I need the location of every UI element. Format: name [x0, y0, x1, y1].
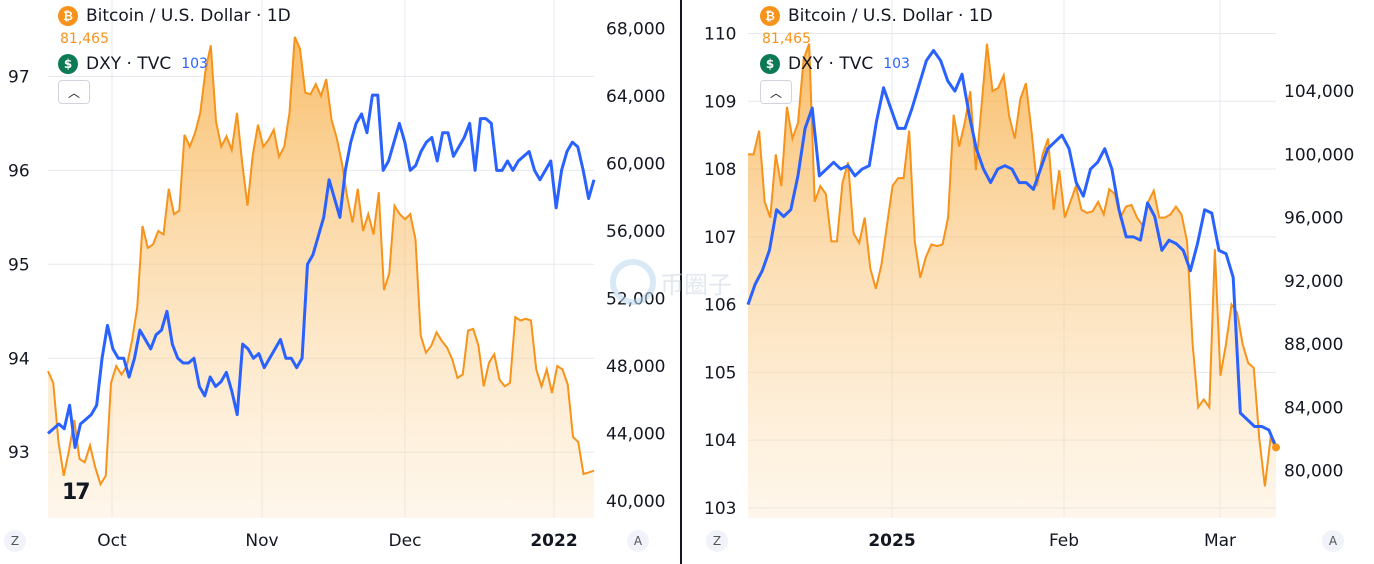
date-axis-tick: Feb	[1049, 531, 1079, 551]
dxy-axis-tick: 105	[704, 363, 736, 383]
tradingview-logo[interactable]: 17	[62, 480, 91, 505]
date-axis-tick: Mar	[1204, 531, 1236, 551]
btc-current-value-right: 81,465	[762, 31, 811, 47]
btc-axis-tick: 48,000	[606, 357, 665, 377]
btc-axis-tick: 96,000	[1284, 209, 1343, 229]
btc-area-fill	[48, 36, 594, 519]
btc-area-fill	[748, 43, 1276, 518]
left-legend: ₿ Bitcoin / U.S. Dollar · 1D 81,465 $ DX…	[58, 4, 291, 104]
btc-legend-label: Bitcoin / U.S. Dollar · 1D	[86, 6, 291, 26]
btc-price-line	[47, 36, 595, 487]
dxy-legend-label: DXY · TVC	[86, 54, 172, 74]
btc-legend-row-right[interactable]: ₿ Bitcoin / U.S. Dollar · 1D	[760, 4, 993, 28]
left-z-corner-button[interactable]: Z	[4, 530, 26, 552]
dxy-axis-tick: 109	[704, 92, 736, 112]
left-a-corner-button[interactable]: A	[627, 530, 649, 552]
right-z-corner-button[interactable]: Z	[706, 530, 728, 552]
dxy-current-value-right: 103	[883, 56, 910, 72]
dxy-axis-tick: 93	[8, 443, 30, 463]
dxy-axis-tick: 95	[8, 255, 30, 275]
watermark-logo-icon	[610, 259, 656, 305]
date-axis-tick: Nov	[245, 531, 278, 551]
btc-axis-tick: 104,000	[1284, 82, 1354, 102]
dxy-axis-tick: 107	[704, 228, 736, 248]
date-axis-tick: Oct	[97, 531, 127, 551]
dxy-axis-tick: 104	[704, 431, 736, 451]
chevron-up-icon: ︿	[67, 85, 80, 100]
dxy-axis-tick: 110	[704, 25, 736, 45]
dxy-legend-label-right: DXY · TVC	[788, 54, 874, 74]
chevron-up-icon: ︿	[769, 85, 782, 100]
btc-axis-tick: 64,000	[606, 87, 665, 107]
watermark-text: 币圈子	[660, 270, 732, 299]
left-chart-svg: 939495969740,00044,00048,00052,00056,000…	[8, 0, 665, 551]
btc-axis-tick: 40,000	[606, 492, 665, 512]
btc-axis-tick: 88,000	[1284, 335, 1343, 355]
right-legend: ₿ Bitcoin / U.S. Dollar · 1D 81,465 $ DX…	[760, 4, 993, 104]
dxy-line	[47, 93, 596, 450]
right-chart-panel: 103 104 105 106 107 108 109 110 80,000 84,000 88,0…	[684, 0, 1374, 564]
watermark: 币圈子	[610, 252, 770, 312]
btc-legend-row[interactable]: ₿ Bitcoin / U.S. Dollar · 1D	[58, 4, 291, 28]
btc-last-point	[1272, 443, 1280, 452]
btc-axis-tick: 80,000	[1284, 462, 1343, 482]
dxy-axis-tick: 106	[704, 296, 736, 316]
dxy-axis-tick: 108	[704, 160, 736, 180]
btc-axis-tick: 44,000	[606, 425, 665, 445]
btc-current-value: 81,465	[60, 31, 109, 47]
date-axis-tick: 2022	[530, 531, 577, 551]
btc-axis-tick: 92,000	[1284, 272, 1343, 292]
btc-axis-tick: 100,000	[1284, 145, 1354, 165]
bitcoin-icon: ₿	[760, 6, 780, 26]
bitcoin-icon: ₿	[58, 6, 78, 26]
collapse-legend-button-right[interactable]: ︿	[760, 80, 792, 104]
dxy-current-value: 103	[181, 56, 208, 72]
btc-axis-tick: 60,000	[606, 154, 665, 174]
dollar-icon: $	[58, 54, 78, 74]
date-axis-tick: Dec	[389, 531, 422, 551]
dollar-icon: $	[760, 54, 780, 74]
collapse-legend-button[interactable]: ︿	[58, 80, 90, 104]
right-a-corner-button[interactable]: A	[1322, 530, 1344, 552]
date-axis-tick: 2025	[868, 531, 915, 551]
btc-price-line	[748, 43, 1277, 487]
right-chart-svg: 103 104 105 106 107 108 109 110 80,000 84,000 88,0…	[704, 0, 1354, 551]
dxy-axis-tick: 103	[704, 499, 736, 519]
dxy-legend-row[interactable]: $ DXY · TVC 103	[58, 52, 291, 76]
dxy-axis-tick: 97	[8, 67, 30, 87]
dxy-line	[746, 48, 1278, 448]
dxy-axis-tick: 94	[8, 349, 30, 369]
btc-axis-tick: 68,000	[606, 19, 665, 39]
dxy-axis-tick: 96	[8, 161, 30, 181]
btc-axis-tick: 84,000	[1284, 398, 1343, 418]
btc-legend-label-right: Bitcoin / U.S. Dollar · 1D	[788, 6, 993, 26]
dxy-legend-row-right[interactable]: $ DXY · TVC 103	[760, 52, 993, 76]
btc-axis-tick: 56,000	[606, 222, 665, 242]
left-chart-panel: 93 94 95 96 97 40,000 44,000 48,000 52,000 56,000…	[0, 0, 682, 564]
